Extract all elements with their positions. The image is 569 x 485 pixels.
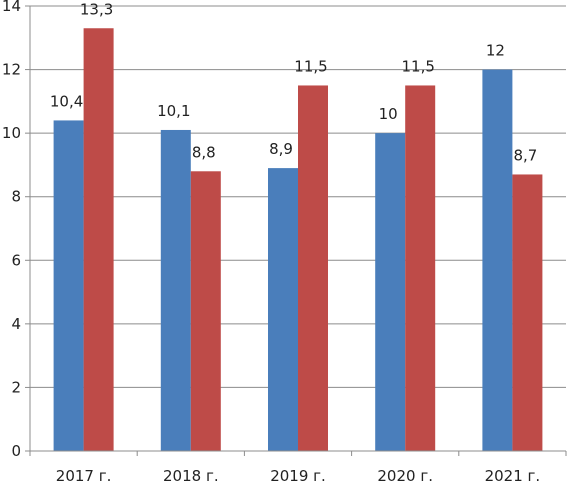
y-tick-label-14: 14: [2, 0, 21, 15]
bar-series-1-2019-г.: [268, 168, 298, 451]
data-label-series-1: 12: [486, 42, 505, 60]
y-tick-label-2: 2: [11, 378, 21, 396]
bar-series-2-2018-г.: [190, 171, 221, 452]
y-tick-label-10: 10: [2, 124, 21, 142]
y-tick-labels: 0 2 4 6 8 10 12 14: [2, 0, 21, 460]
y-tick-label-0: 0: [11, 442, 21, 460]
y-tick-label-8: 8: [11, 188, 21, 206]
data-label-series-2: 11,5: [294, 57, 327, 75]
y-tick-label-12: 12: [2, 61, 21, 79]
data-label-series-1: 10,1: [157, 102, 190, 120]
data-label-series-2: 11,5: [401, 57, 434, 75]
x-tick-labels: 2017 г. 2018 г. 2019 г. 2020 г. 2021 г.: [56, 467, 540, 485]
x-tick-label: 2020 г.: [377, 467, 433, 485]
x-tick-label: 2018 г.: [163, 467, 219, 485]
y-tick-label-6: 6: [11, 251, 21, 269]
data-label-series-1: 8,9: [269, 140, 293, 158]
bar-series-2-2020-г.: [405, 85, 436, 451]
bar-series-1-2021-г.: [482, 69, 513, 452]
data-label-series-1: 10: [379, 105, 398, 123]
data-labels: 10,4 10,1 8,9 10 12 13,3 8,8 11,5 11,5 8,7: [50, 0, 537, 164]
bar-series-1-2017-г.: [53, 120, 84, 451]
x-tick-label: 2017 г.: [56, 467, 112, 485]
y-tick-label-4: 4: [11, 315, 21, 333]
data-label-series-1: 10,4: [50, 92, 83, 110]
bar-series-2-2017-г.: [83, 28, 114, 451]
x-tick-label: 2019 г.: [270, 467, 326, 485]
data-label-series-2: 13,3: [80, 0, 113, 18]
x-tick-label: 2021 г.: [485, 467, 541, 485]
bar-series-1-2018-г.: [160, 129, 191, 451]
bar-series-2-2021-г.: [512, 174, 543, 451]
data-label-series-2: 8,7: [513, 146, 537, 164]
bar-series-2-2019-г.: [298, 85, 328, 451]
bar-series-1-2020-г.: [375, 133, 406, 451]
bars: [53, 28, 543, 452]
axes: [25, 5, 567, 456]
data-label-series-2: 8,8: [192, 143, 216, 161]
